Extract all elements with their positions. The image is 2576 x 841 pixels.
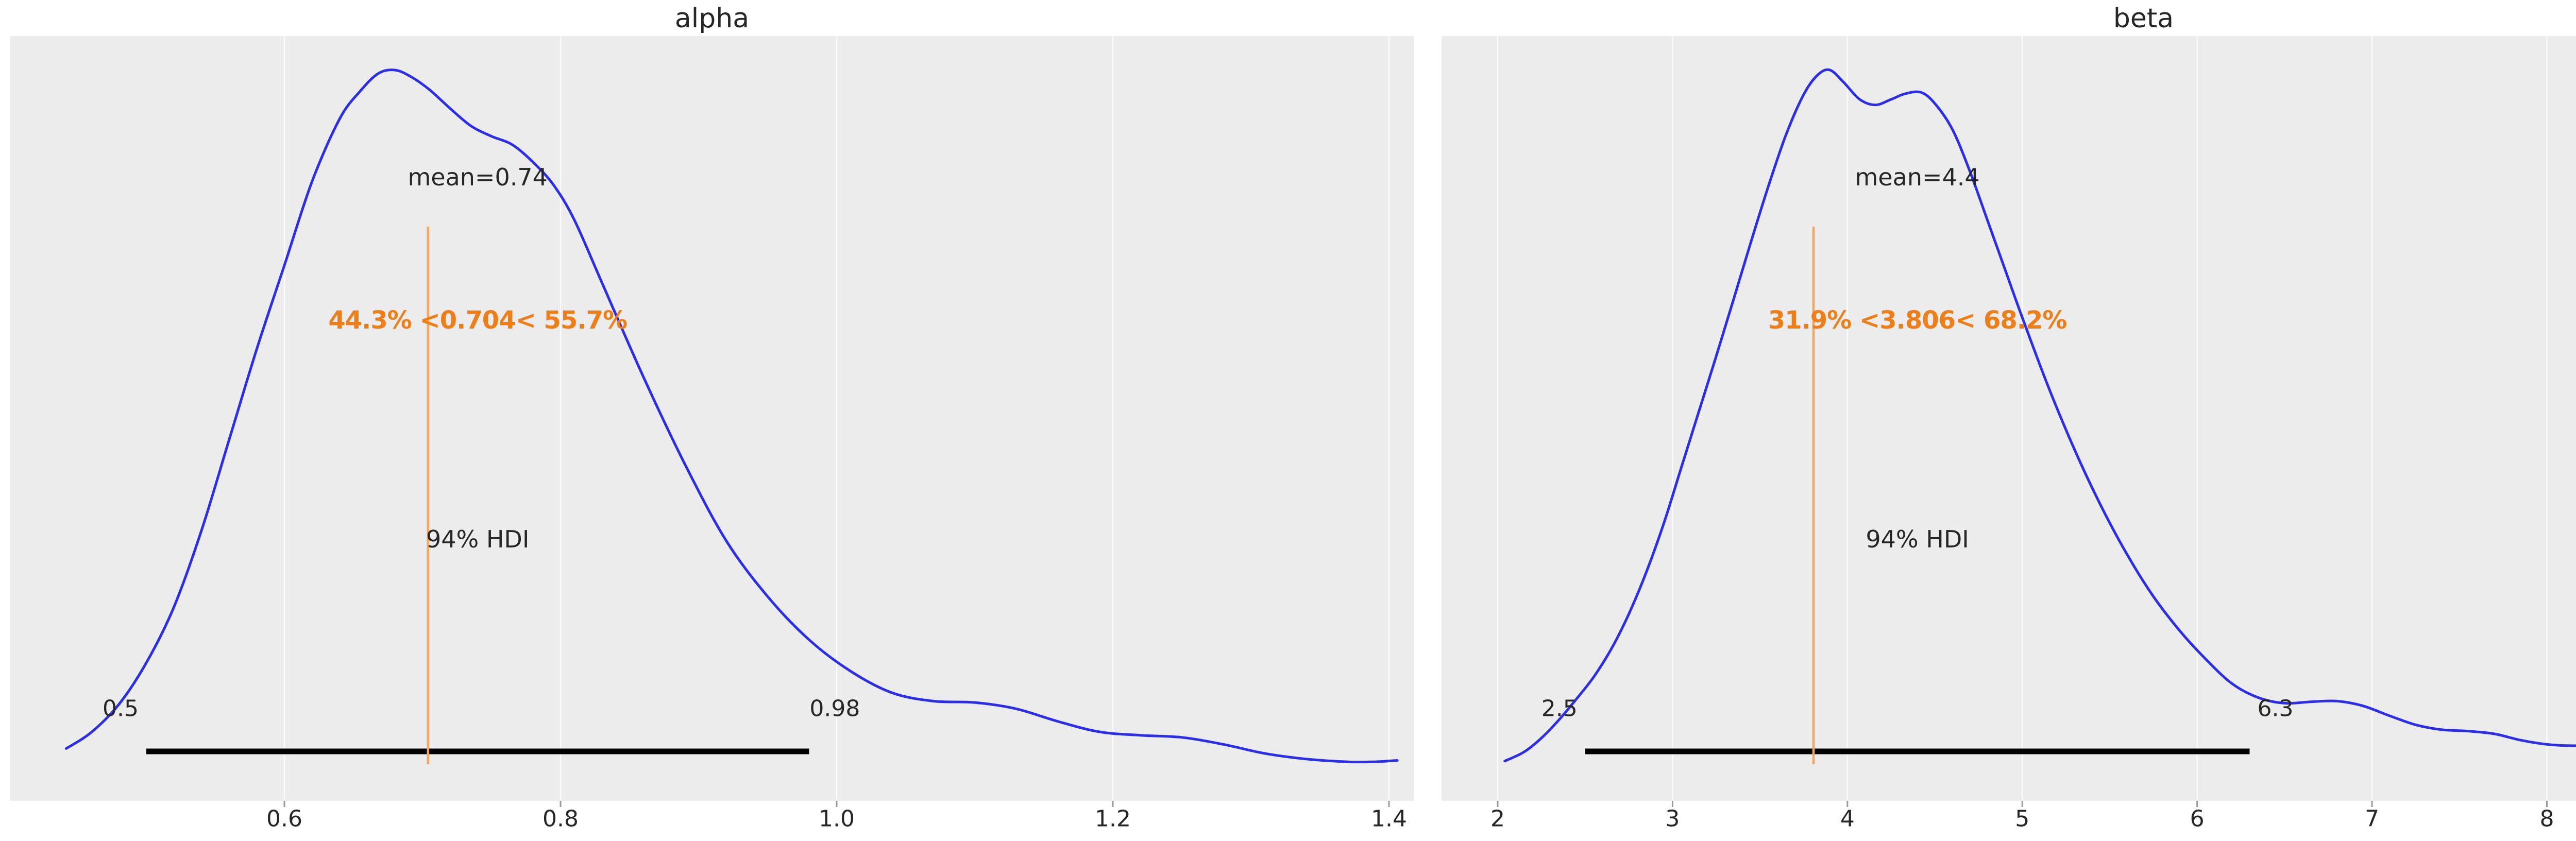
x-tick-label: 2 <box>1490 805 1505 832</box>
x-tick-label: 1.4 <box>1371 805 1408 832</box>
kde-plot-beta <box>1497 36 2576 807</box>
kde-curve <box>1503 68 2576 763</box>
x-tick-label: 0.6 <box>266 805 302 832</box>
x-tick-label: 7 <box>2365 805 2380 832</box>
mean-label: mean=0.74 <box>408 163 548 191</box>
x-tick-label: 0.8 <box>542 805 579 832</box>
hdi-text-label: 94% HDI <box>426 525 530 553</box>
x-tick-label: 4 <box>1840 805 1855 832</box>
plot-area-beta <box>1442 36 2576 801</box>
hdi-lower-label: 2.5 <box>1541 695 1578 722</box>
hdi-upper-label: 6.3 <box>2257 695 2294 722</box>
kde-plot-alpha <box>65 36 1399 807</box>
hdi-text-label: 94% HDI <box>1866 525 1969 553</box>
x-tick-label: 8 <box>2539 805 2554 832</box>
x-tick-label: 6 <box>2190 805 2205 832</box>
hdi-upper-label: 0.98 <box>809 695 860 722</box>
hdi-lower-label: 0.5 <box>102 695 139 722</box>
ref-value-label: 44.3% <0.704< 55.7% <box>328 306 628 335</box>
plot-title: beta <box>2113 3 2174 34</box>
x-tick-label: 5 <box>2015 805 2030 832</box>
x-tick-label: 1.2 <box>1095 805 1131 832</box>
ref-value-label: 31.9% <3.806< 68.2% <box>1768 306 2067 335</box>
x-tick-label: 3 <box>1665 805 1680 832</box>
x-tick-label: 1.0 <box>819 805 855 832</box>
plot-title: alpha <box>674 3 750 34</box>
kde-curve <box>65 68 1399 764</box>
mean-label: mean=4.4 <box>1855 163 1980 191</box>
plot-area-alpha <box>10 36 1414 801</box>
